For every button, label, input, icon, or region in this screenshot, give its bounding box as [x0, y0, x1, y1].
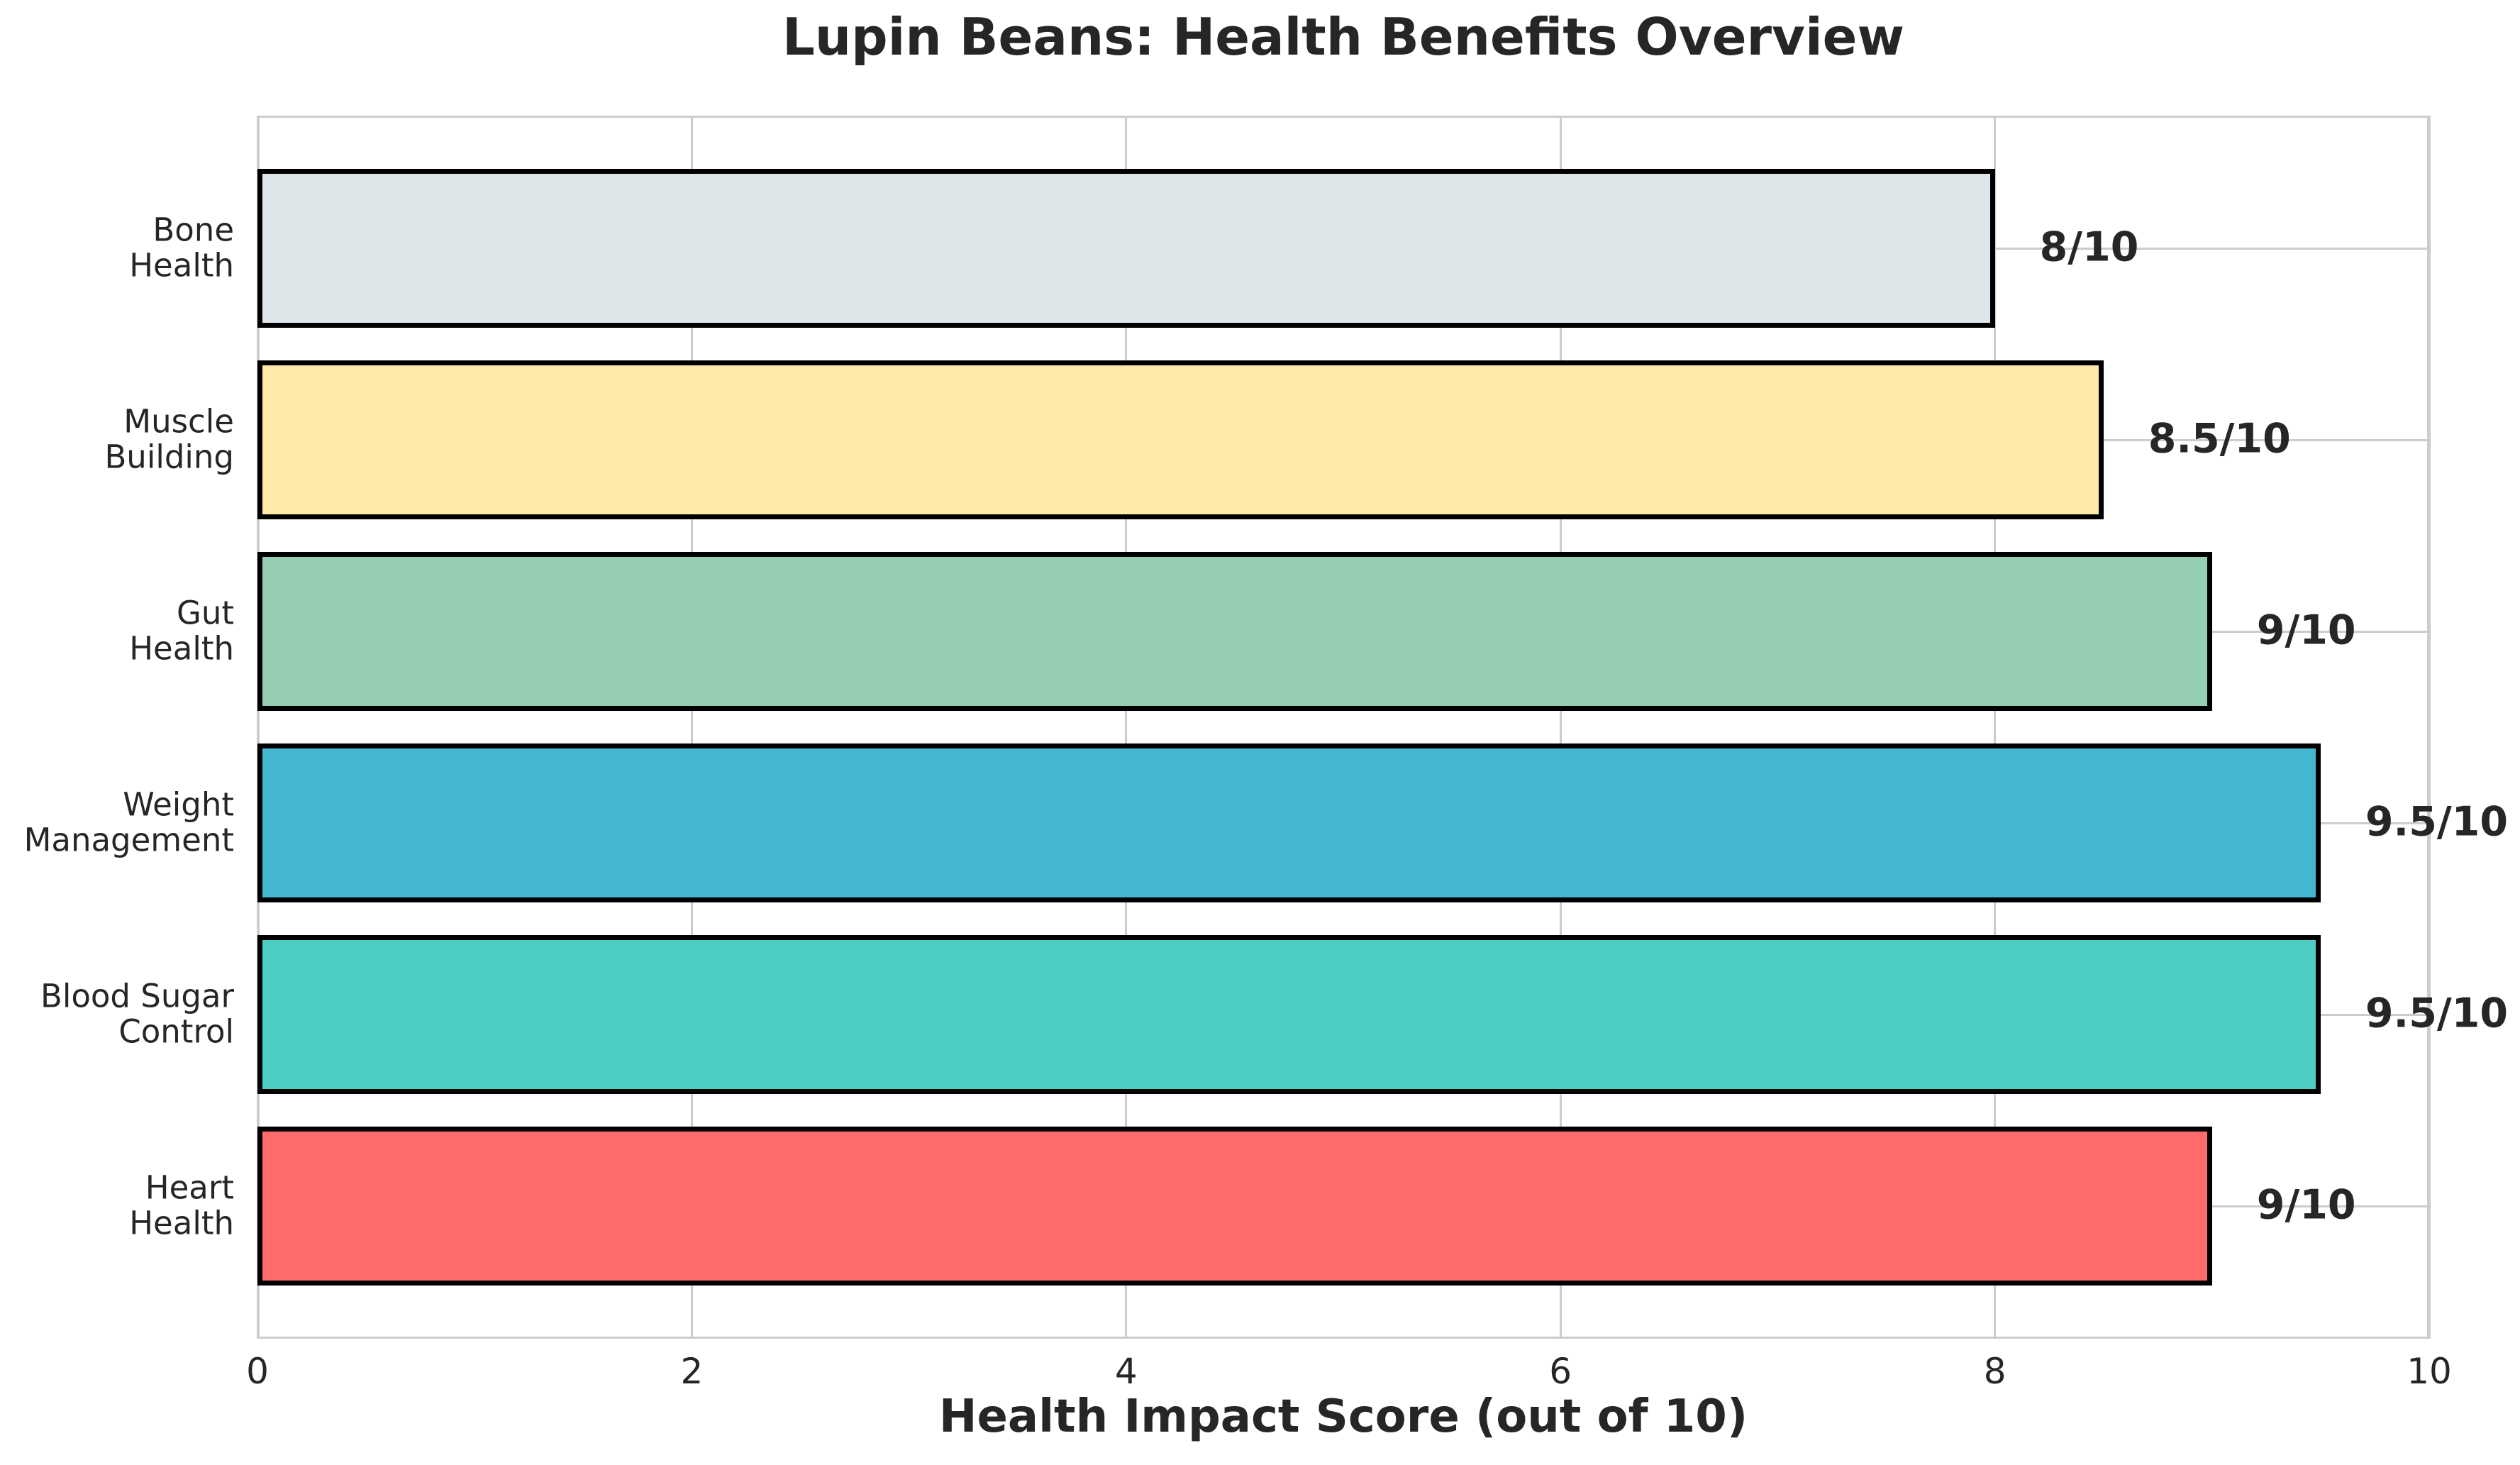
gridline-x-8 [1994, 116, 1997, 1339]
y-tick-label-line: Weight [123, 785, 234, 824]
gridline-x-4 [1125, 116, 1128, 1339]
bar-gut-health [257, 552, 2212, 711]
value-label-bone-health: 8/10 [2039, 223, 2139, 271]
bar-bone-health [257, 169, 1995, 328]
x-tick-label-10: 10 [2407, 1351, 2452, 1392]
value-label-heart-health: 9/10 [2256, 1181, 2356, 1229]
x-tick-label-2: 2 [680, 1351, 704, 1392]
bar-weight-management [257, 743, 2321, 902]
gridline-x-10 [2428, 116, 2431, 1339]
x-tick-label-4: 4 [1114, 1351, 1138, 1392]
y-tick-label-line: Blood Sugar [40, 977, 234, 1015]
bar-blood-sugar-control [257, 935, 2321, 1094]
y-tick-label-line: Health [129, 1205, 234, 1242]
x-tick-label-6: 6 [1549, 1351, 1572, 1392]
x-axis-label: Health Impact Score (out of 10) [938, 1391, 1748, 1443]
value-label-gut-health: 9/10 [2256, 607, 2356, 654]
bar-heart-health [257, 1127, 2212, 1286]
y-tick-label-line: Health [129, 630, 234, 668]
gridline-x-2 [690, 116, 693, 1339]
x-tick-label-0: 0 [246, 1351, 269, 1392]
y-tick-label-line: Heart [145, 1168, 234, 1207]
value-label-weight-management: 9.5/10 [2365, 798, 2509, 846]
bar-muscle-building [257, 360, 2104, 519]
y-tick-label-line: Gut [176, 594, 234, 632]
y-tick-label-line: Building [104, 438, 234, 476]
y-tick-label-line: Muscle [123, 402, 234, 441]
y-tick-label-bone-health: Bone Health [0, 211, 234, 284]
y-tick-label-weight-management: Weight Management [0, 787, 234, 859]
gridline-x-0 [256, 116, 259, 1339]
y-tick-label-line: Health [129, 247, 234, 284]
y-tick-label-line: Management [23, 822, 234, 859]
y-tick-label-blood-sugar-control: Blood Sugar Control [0, 977, 234, 1051]
gridline-x-6 [1559, 116, 1562, 1339]
x-tick-label-8: 8 [1983, 1351, 2006, 1392]
y-tick-label-heart-health: Heart Health [0, 1168, 234, 1242]
value-label-blood-sugar-control: 9.5/10 [2365, 990, 2509, 1037]
y-tick-label-muscle-building: Muscle Building [0, 404, 234, 476]
y-tick-label-gut-health: Gut Health [0, 594, 234, 668]
value-label-muscle-building: 8.5/10 [2148, 415, 2291, 463]
chart-title: Lupin Beans: Health Benefits Overview [782, 7, 1904, 67]
y-tick-label-line: Bone [152, 211, 234, 249]
y-tick-label-line: Control [118, 1013, 234, 1051]
